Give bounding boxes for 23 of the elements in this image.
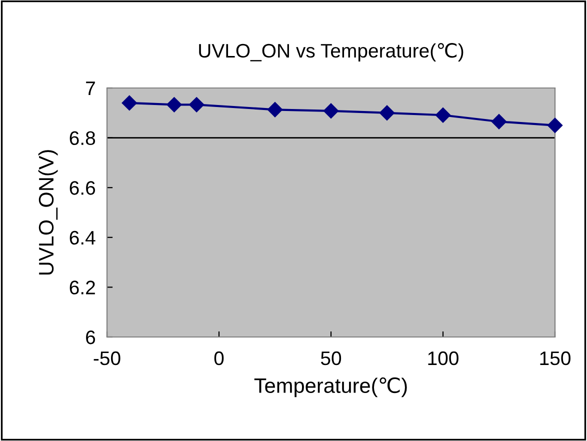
x-tick-label: 0 <box>214 351 224 366</box>
y-tick-label: 6.6 <box>70 181 96 195</box>
y-tick-label: 7 <box>86 82 95 96</box>
x-axis-title: Temperature(℃) <box>254 377 407 398</box>
x-tick-label: 100 <box>428 351 458 366</box>
point <box>166 97 182 112</box>
y-tick-label: 6.8 <box>70 131 96 146</box>
point <box>267 102 283 118</box>
y-tick-label: 6 <box>86 330 96 344</box>
x-tick-label: -50 <box>94 351 120 366</box>
point <box>189 97 204 112</box>
y-tick-label: 6.2 <box>70 280 95 294</box>
chart-title: UVLO_ON vs Temperature(℃) <box>199 43 464 62</box>
point <box>435 108 451 123</box>
point <box>491 114 507 130</box>
point <box>122 95 137 111</box>
point <box>547 118 563 133</box>
x-tick-label: 50 <box>320 351 342 366</box>
x-tick-label: 150 <box>540 351 570 366</box>
point <box>379 105 395 120</box>
y-axis-title: UVLO_ON(V) <box>38 150 58 275</box>
point <box>323 103 339 118</box>
y-tick-label: 6.4 <box>70 230 96 245</box>
